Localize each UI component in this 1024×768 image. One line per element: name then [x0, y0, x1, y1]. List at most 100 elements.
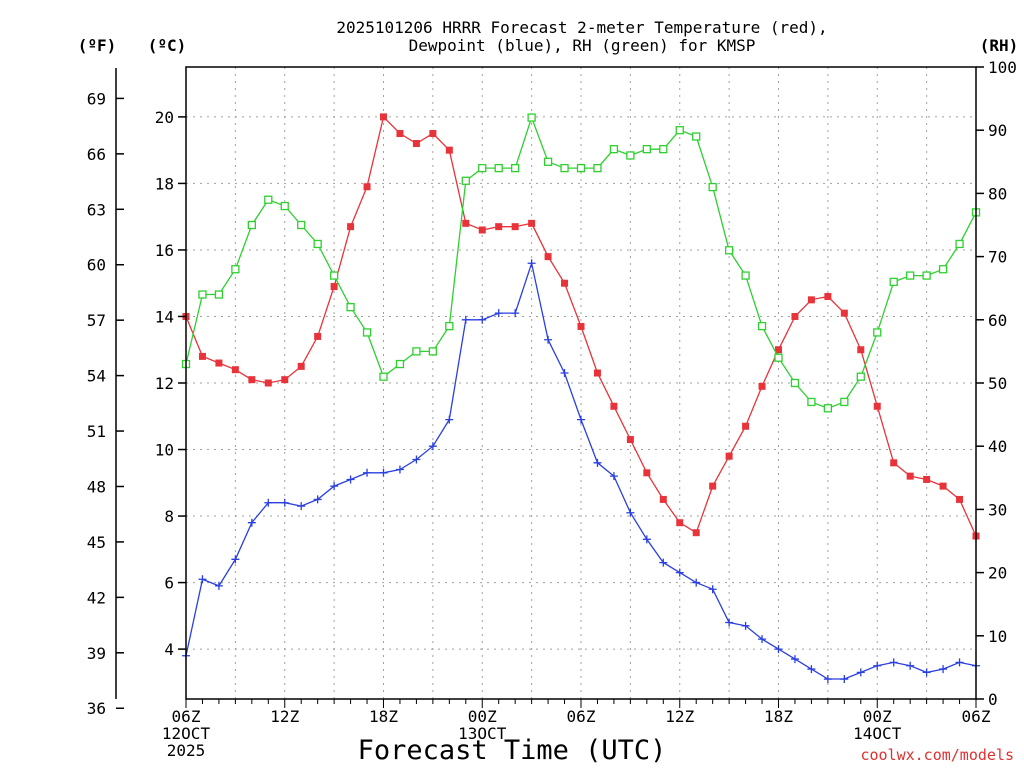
rh-point: [823, 404, 833, 413]
dewpoint-point: [445, 415, 454, 424]
temperature-point: [511, 223, 519, 231]
temperature-point: [198, 352, 206, 360]
rh-tick-label: 40: [988, 437, 1007, 456]
rh-point: [478, 163, 487, 173]
dewpoint-point: [527, 259, 536, 268]
fahrenheit-tick-label: 57: [87, 311, 106, 330]
rh-point: [642, 145, 651, 154]
rh-point: [379, 372, 388, 381]
temperature-point: [725, 452, 733, 460]
rh-point: [774, 353, 783, 362]
temperature-point: [248, 376, 256, 384]
chart-title-line2: Dewpoint (blue), RH (green) for KMSP: [409, 36, 756, 55]
rh-point: [346, 303, 355, 312]
rh-point: [329, 271, 339, 280]
temperature-point: [363, 183, 371, 191]
rh-point: [692, 132, 701, 141]
temperature-point: [215, 359, 223, 367]
temperature-point: [956, 495, 964, 503]
rh-point: [790, 378, 800, 388]
fahrenheit-tick-label: 54: [87, 367, 106, 386]
temperature-point: [445, 146, 453, 154]
celsius-tick-label: 18: [155, 174, 174, 193]
temperature-point: [939, 482, 947, 490]
dewpoint-point: [346, 475, 355, 484]
temperature-point: [807, 296, 815, 304]
celsius-tick-label: 20: [155, 108, 174, 127]
rh-point: [906, 271, 915, 280]
celsius-tick-label: 8: [164, 507, 174, 526]
temperature-point: [577, 322, 585, 330]
rh-point: [264, 195, 273, 204]
temperature-point: [561, 279, 569, 287]
rh-point: [757, 321, 767, 331]
dewpoint-point: [659, 558, 668, 567]
rh-unit-label: (RH): [980, 36, 1019, 55]
temperature-point: [857, 346, 865, 354]
axes: 4 6 8 10 12 14 16 18 20 36 39 42 45 48 51 54 57 60 63 66 69 0…: [87, 58, 1017, 760]
dewpoint-point: [313, 495, 322, 504]
temperature-point: [676, 519, 684, 527]
dewpoint-point: [922, 668, 931, 677]
rh-point: [675, 126, 684, 135]
temperature-point: [396, 130, 404, 138]
rh-point: [626, 151, 635, 160]
rh-point: [412, 347, 421, 356]
temperature-point: [692, 529, 700, 537]
celsius-tick-label: 12: [155, 374, 174, 393]
temperature-point: [297, 362, 305, 370]
rh-tick-label: 60: [988, 311, 1007, 330]
dewpoint-point: [609, 472, 618, 481]
rh-point: [576, 163, 586, 173]
dewpoint-point: [231, 555, 240, 564]
rh-point: [593, 163, 602, 173]
temperature-point: [775, 346, 782, 354]
rh-point: [856, 372, 865, 381]
x-tick-label: 00Z: [468, 707, 497, 726]
x-tick-label: 12Z: [270, 707, 299, 726]
temperature-point: [330, 283, 338, 291]
celsius-tick-label: 10: [155, 441, 174, 460]
temperature-point: [824, 293, 832, 301]
rh-point: [807, 397, 816, 407]
x-tick-label: 06Z: [172, 707, 201, 726]
fahrenheit-unit-label: (ºF): [78, 36, 117, 55]
dewpoint-point: [790, 655, 799, 664]
dewpoint-point: [626, 508, 635, 517]
x-tick-label: 06Z: [567, 707, 596, 726]
fahrenheit-tick-label: 36: [87, 699, 106, 718]
rh-point: [527, 113, 536, 122]
rh-tick-label: 30: [988, 500, 1007, 519]
dewpoint-point: [741, 621, 750, 630]
dewpoint-point: [494, 309, 503, 318]
dewpoint-point: [889, 658, 898, 667]
rh-point: [511, 163, 520, 173]
dewpoint-point: [264, 498, 273, 507]
dewpoint-point: [823, 675, 832, 684]
x-tick-label: 18Z: [764, 707, 793, 726]
rh-point: [280, 201, 289, 211]
temperature-point: [281, 376, 289, 384]
dewpoint-point: [379, 468, 388, 477]
dewpoint-point: [363, 468, 372, 477]
celsius-tick-label: 14: [155, 307, 174, 326]
fahrenheit-tick-label: 39: [87, 644, 106, 663]
fahrenheit-tick-label: 51: [87, 422, 106, 441]
rh-point: [214, 290, 224, 299]
dewpoint-series: [182, 259, 980, 684]
rh-point: [873, 328, 882, 337]
temperature-point: [412, 140, 420, 148]
dewpoint-point: [428, 442, 437, 451]
x-tick-date-label: 13OCT: [458, 724, 507, 743]
temperature-point: [643, 469, 651, 477]
rh-point: [955, 239, 964, 249]
temperature-point: [742, 422, 750, 430]
fahrenheit-tick-label: 45: [87, 533, 106, 552]
celsius-tick-label: 4: [164, 640, 174, 659]
dewpoint-point: [856, 668, 865, 677]
temperature-point: [462, 219, 470, 227]
rh-point: [543, 157, 553, 166]
rh-point: [741, 271, 750, 280]
rh-point: [938, 265, 948, 274]
dewpoint-point: [560, 369, 569, 378]
